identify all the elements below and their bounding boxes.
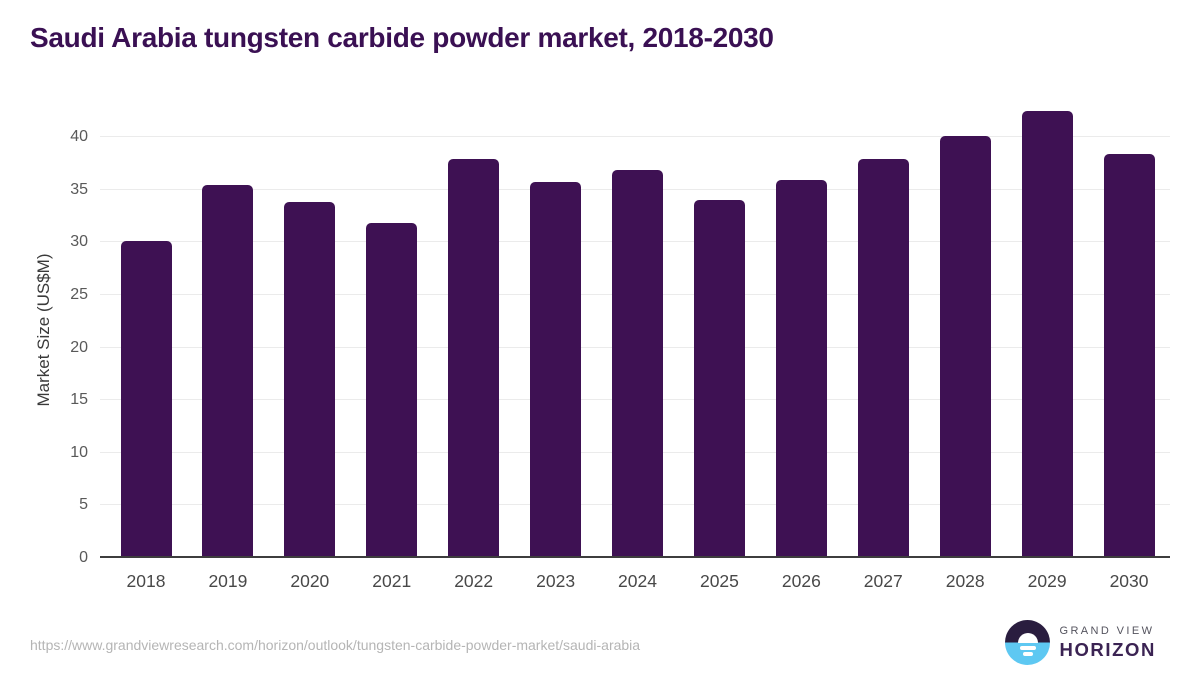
plot-area: 0 5 10 15 20 25 30 35 40 2018 2019 2020 2021 2022 2023… bbox=[70, 100, 1170, 591]
x-tick-label-2023: 2023 bbox=[536, 571, 576, 591]
reflection-line-icon bbox=[1022, 652, 1033, 656]
y-tick-label: 20 bbox=[70, 338, 88, 356]
bar-2026[interactable] bbox=[775, 180, 827, 558]
x-tick-label-2020: 2020 bbox=[290, 571, 330, 591]
y-tick-label: 10 bbox=[70, 443, 88, 461]
logo-wordmark: GRAND VIEW HORIZON bbox=[1059, 624, 1156, 660]
brand-top-label: GRAND VIEW bbox=[1059, 624, 1155, 637]
y-tick-label: 25 bbox=[70, 286, 88, 303]
x-tick-label-2030: 2030 bbox=[1109, 571, 1149, 591]
x-tick-label-2022: 2022 bbox=[454, 571, 494, 591]
y-tick-label: 40 bbox=[70, 128, 88, 146]
x-tick-label-2028: 2028 bbox=[945, 571, 985, 591]
bar-2029[interactable] bbox=[1021, 110, 1073, 558]
x-tick-label-2019: 2019 bbox=[208, 571, 248, 591]
bar-2028[interactable] bbox=[939, 136, 991, 558]
source-url: https://www.grandviewresearch.com/horizo… bbox=[30, 637, 641, 653]
x-tick-label-2027: 2027 bbox=[863, 571, 903, 591]
bar-2025[interactable] bbox=[693, 200, 745, 558]
bar-2022[interactable] bbox=[448, 159, 500, 558]
bar-2020[interactable] bbox=[284, 202, 336, 558]
y-tick-label: 15 bbox=[70, 391, 88, 409]
gridline bbox=[100, 136, 1170, 138]
bar-2023[interactable] bbox=[530, 182, 582, 558]
y-tick-label: 35 bbox=[70, 180, 88, 198]
bar-2030[interactable] bbox=[1103, 154, 1155, 558]
bar-2027[interactable] bbox=[857, 159, 909, 558]
bar-2024[interactable] bbox=[612, 169, 664, 558]
x-tick-label-2026: 2026 bbox=[781, 571, 821, 591]
sun-icon bbox=[1017, 632, 1038, 643]
x-axis-line bbox=[100, 556, 1170, 558]
x-tick-label-2024: 2024 bbox=[618, 571, 657, 591]
reflection-line-icon bbox=[1019, 646, 1036, 650]
bar-2021[interactable] bbox=[366, 223, 418, 558]
page-title: Saudi Arabia tungsten carbide powder mar… bbox=[30, 22, 774, 53]
brand-bottom-label: HORIZON bbox=[1059, 638, 1156, 660]
x-tick-label-2025: 2025 bbox=[699, 571, 739, 591]
y-tick-label: 0 bbox=[79, 549, 88, 566]
x-tick-label-2021: 2021 bbox=[372, 571, 412, 591]
bar-2018[interactable] bbox=[120, 241, 172, 558]
y-axis-title: Market Size (US$M) bbox=[34, 253, 53, 407]
bar-2019[interactable] bbox=[202, 184, 254, 558]
y-tick-label: 30 bbox=[70, 233, 88, 251]
x-tick-label-2018: 2018 bbox=[126, 571, 166, 591]
x-tick-label-2029: 2029 bbox=[1027, 571, 1067, 591]
grand-view-horizon-logo: GRAND VIEW HORIZON bbox=[1005, 620, 1156, 665]
horizon-sunrise-icon bbox=[1005, 620, 1051, 665]
y-tick-label: 5 bbox=[79, 496, 88, 514]
